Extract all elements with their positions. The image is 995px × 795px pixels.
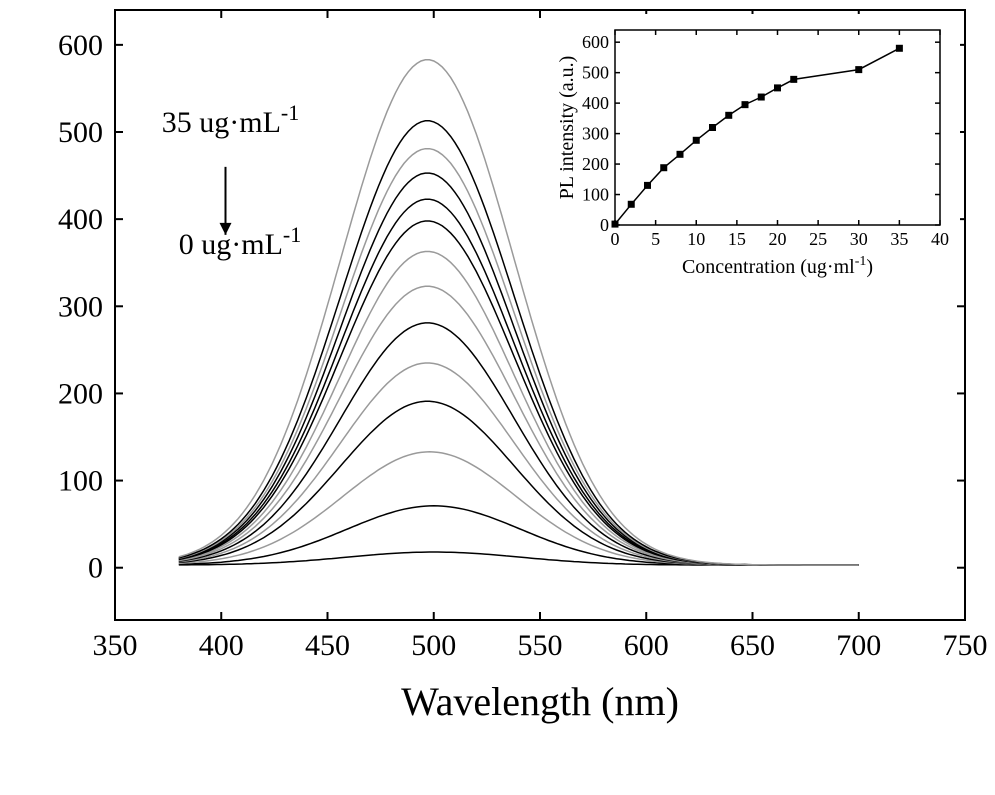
inset-y-tick-label: 500 — [582, 63, 609, 83]
x-tick-label: 550 — [518, 629, 563, 662]
inset-x-tick-label: 25 — [809, 229, 827, 249]
inset-y-tick-label: 600 — [582, 32, 609, 52]
spectrum-curve — [179, 552, 859, 565]
concentration-max-label: 35 ug·mL-1 — [162, 100, 299, 139]
concentration-min-label: 0 ug·mL-1 — [179, 222, 301, 261]
y-tick-label: 300 — [58, 290, 103, 323]
spectrum-curve — [179, 506, 859, 565]
x-tick-label: 500 — [411, 629, 456, 662]
inset-x-tick-label: 0 — [611, 229, 620, 249]
x-tick-label: 700 — [836, 629, 881, 662]
y-tick-label: 400 — [58, 203, 103, 236]
x-tick-label: 400 — [199, 629, 244, 662]
x-tick-label: 750 — [943, 629, 988, 662]
inset-x-tick-label: 30 — [850, 229, 868, 249]
y-tick-label: 500 — [58, 116, 103, 149]
inset-x-tick-label: 10 — [687, 229, 705, 249]
inset-x-axis-title: Concentration (ug·ml-1) — [682, 254, 873, 278]
inset-marker — [775, 85, 781, 91]
inset-marker — [726, 112, 732, 118]
inset-marker — [791, 76, 797, 82]
inset-x-tick-label: 15 — [728, 229, 746, 249]
inset-marker — [677, 151, 683, 157]
inset-marker — [661, 165, 667, 171]
x-tick-label: 650 — [730, 629, 775, 662]
y-tick-label: 200 — [58, 377, 103, 410]
inset-x-tick-label: 20 — [769, 229, 787, 249]
x-tick-label: 350 — [93, 629, 138, 662]
inset-marker — [612, 221, 618, 227]
inset-x-tick-label: 35 — [890, 229, 908, 249]
inset-marker — [758, 94, 764, 100]
inset-y-tick-label: 0 — [600, 215, 609, 235]
inset-y-tick-label: 200 — [582, 154, 609, 174]
figure-root: 3504004505005506006507007500100200300400… — [0, 0, 995, 795]
inset-x-tick-label: 5 — [651, 229, 660, 249]
spectrum-curve — [179, 252, 859, 566]
x-tick-label: 450 — [305, 629, 350, 662]
inset-x-tick-label: 40 — [931, 229, 949, 249]
y-tick-label: 0 — [88, 552, 103, 585]
inset-y-tick-label: 300 — [582, 124, 609, 144]
inset-y-tick-label: 400 — [582, 93, 609, 113]
inset-y-tick-label: 100 — [582, 185, 609, 205]
y-tick-label: 100 — [58, 465, 103, 498]
spectrum-curve — [179, 452, 859, 565]
inset-marker — [645, 182, 651, 188]
inset-marker — [710, 125, 716, 131]
inset-y-axis-title: PL intensity (a.u.) — [556, 56, 578, 200]
inset-marker — [856, 67, 862, 73]
inset-marker — [896, 45, 902, 51]
x-tick-label: 600 — [624, 629, 669, 662]
inset-marker — [628, 201, 634, 207]
x-axis-title: Wavelength (nm) — [401, 679, 679, 724]
y-tick-label: 600 — [58, 29, 103, 62]
inset-marker — [742, 102, 748, 108]
figure-svg: 3504004505005506006507007500100200300400… — [0, 0, 995, 795]
inset-marker — [693, 137, 699, 143]
